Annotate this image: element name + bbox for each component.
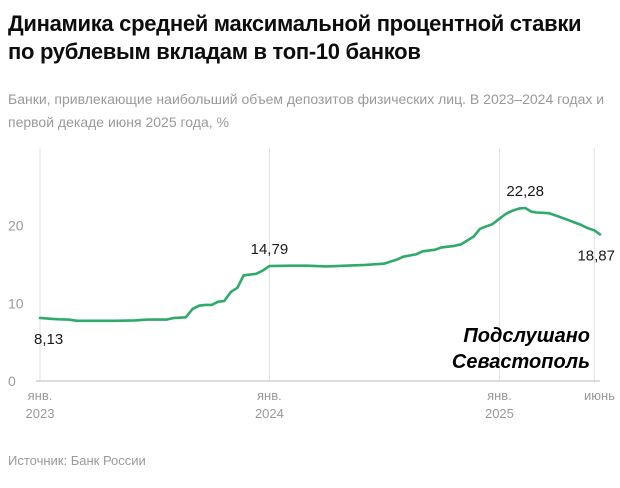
x-tick-label-3: июнь xyxy=(584,388,615,403)
source-note: Источник: Банк России xyxy=(8,453,146,468)
x-tick-label-2: янв. xyxy=(487,388,512,403)
y-tick-label-20: 20 xyxy=(8,218,24,234)
y-axis-ticks: 0 10 20 xyxy=(8,218,24,389)
x-tick-label-0: янв. xyxy=(28,388,53,403)
watermark-line-1: Севастополь xyxy=(452,351,590,373)
y-tick-label-10: 10 xyxy=(8,295,24,311)
x-axis-ticks: янв. 2023 янв. 2024 янв. 2025 июнь xyxy=(26,388,616,421)
data-label-0: 8,13 xyxy=(34,331,63,348)
x-tick-year-0: 2023 xyxy=(26,406,55,421)
data-label-3: 18,87 xyxy=(577,247,615,264)
chart-subtitle: Банки, привлекающие наибольший объем деп… xyxy=(8,91,605,130)
data-label-2: 22,28 xyxy=(506,183,544,200)
x-tick-year-1: 2024 xyxy=(255,406,284,421)
line-chart: 0 10 20 янв. 2023 янв. 2024 янв. 2025 июнь 8,13 1… xyxy=(8,148,616,421)
watermark: Подслушано Севастополь xyxy=(452,325,590,373)
data-label-1: 14,79 xyxy=(251,241,289,258)
watermark-line-0: Подслушано xyxy=(463,325,590,347)
series-line xyxy=(38,206,602,323)
vertical-gridlines xyxy=(39,148,595,381)
data-labels: 8,13 14,79 22,28 18,87 xyxy=(34,183,615,348)
x-tick-label-1: янв. xyxy=(257,388,282,403)
chart-title: Динамика средней максимальной процентной… xyxy=(8,11,582,64)
y-tick-label-0: 0 xyxy=(8,373,16,389)
x-tick-year-2: 2025 xyxy=(485,406,514,421)
